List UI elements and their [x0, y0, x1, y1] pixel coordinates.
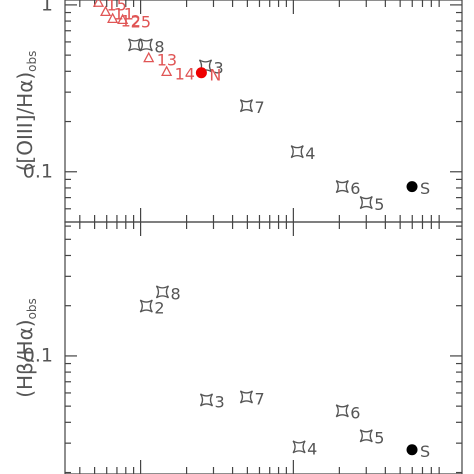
y-axis-label-main: ([OIII]/Hα): [13, 72, 37, 172]
y-axis-label: (Hβ/Hα)obs: [13, 298, 39, 398]
star-marker: [359, 195, 373, 210]
point-label: 7: [254, 389, 264, 408]
triangle-marker: [100, 5, 112, 17]
star-marker: [155, 285, 170, 299]
star-marker: [290, 145, 304, 159]
y-axis-label-main: (Hβ/Hα): [13, 319, 37, 397]
y-axis-label: ([OIII]/Hα)obs: [13, 51, 39, 172]
point-label: 3: [214, 392, 224, 411]
point-label: 14: [175, 64, 195, 83]
point-label: 8: [170, 284, 180, 303]
point-label: 6: [350, 403, 360, 422]
star-marker: [292, 440, 306, 454]
star-marker: [139, 299, 153, 313]
star-marker: [239, 390, 253, 404]
point-label: 3: [214, 58, 224, 77]
triangle-marker: [143, 51, 155, 63]
point-label: 11: [114, 4, 134, 23]
circle-marker: [195, 67, 207, 79]
point-label: 2: [154, 299, 164, 318]
y-tick-label: 0.1: [23, 344, 53, 366]
point-label: 8: [154, 37, 164, 56]
triangle-marker: [161, 65, 173, 77]
point-label: 4: [305, 144, 315, 163]
point-label: 15: [106, 0, 126, 14]
y-tick-label: 1: [41, 0, 53, 15]
point-label: 12: [121, 11, 141, 30]
panel: 0.1(Hβ/Hα)obs 28 3 7 4 65 S: [13, 221, 463, 474]
star-marker: [335, 180, 349, 194]
point-label: 5: [374, 428, 384, 447]
point-label: S: [420, 179, 430, 198]
point-label: 25: [131, 12, 151, 31]
triangle-marker: [92, 0, 105, 7]
point-label: 6: [350, 179, 360, 198]
point-label: 4: [307, 439, 317, 458]
star-marker: [139, 38, 153, 52]
point-label: S: [420, 442, 430, 461]
star-marker: [128, 38, 142, 52]
y-axis-label-sub: obs: [25, 298, 39, 319]
point-label: N: [209, 65, 221, 84]
point-label: 13: [157, 51, 177, 70]
star-marker: [359, 429, 373, 443]
plot-frame: [64, 221, 463, 474]
circle-marker: [406, 181, 418, 193]
star-marker: [199, 393, 214, 407]
circle-marker: [406, 444, 418, 456]
point-label: 7: [254, 98, 264, 117]
y-axis-label-sub: obs: [25, 51, 39, 72]
triangle-marker: [107, 12, 119, 23]
star-marker: [335, 404, 349, 418]
y-tick-label: 0.1: [23, 160, 53, 182]
point-label: 5: [374, 195, 384, 214]
triangle-marker: [117, 13, 129, 25]
star-marker: [239, 99, 253, 113]
